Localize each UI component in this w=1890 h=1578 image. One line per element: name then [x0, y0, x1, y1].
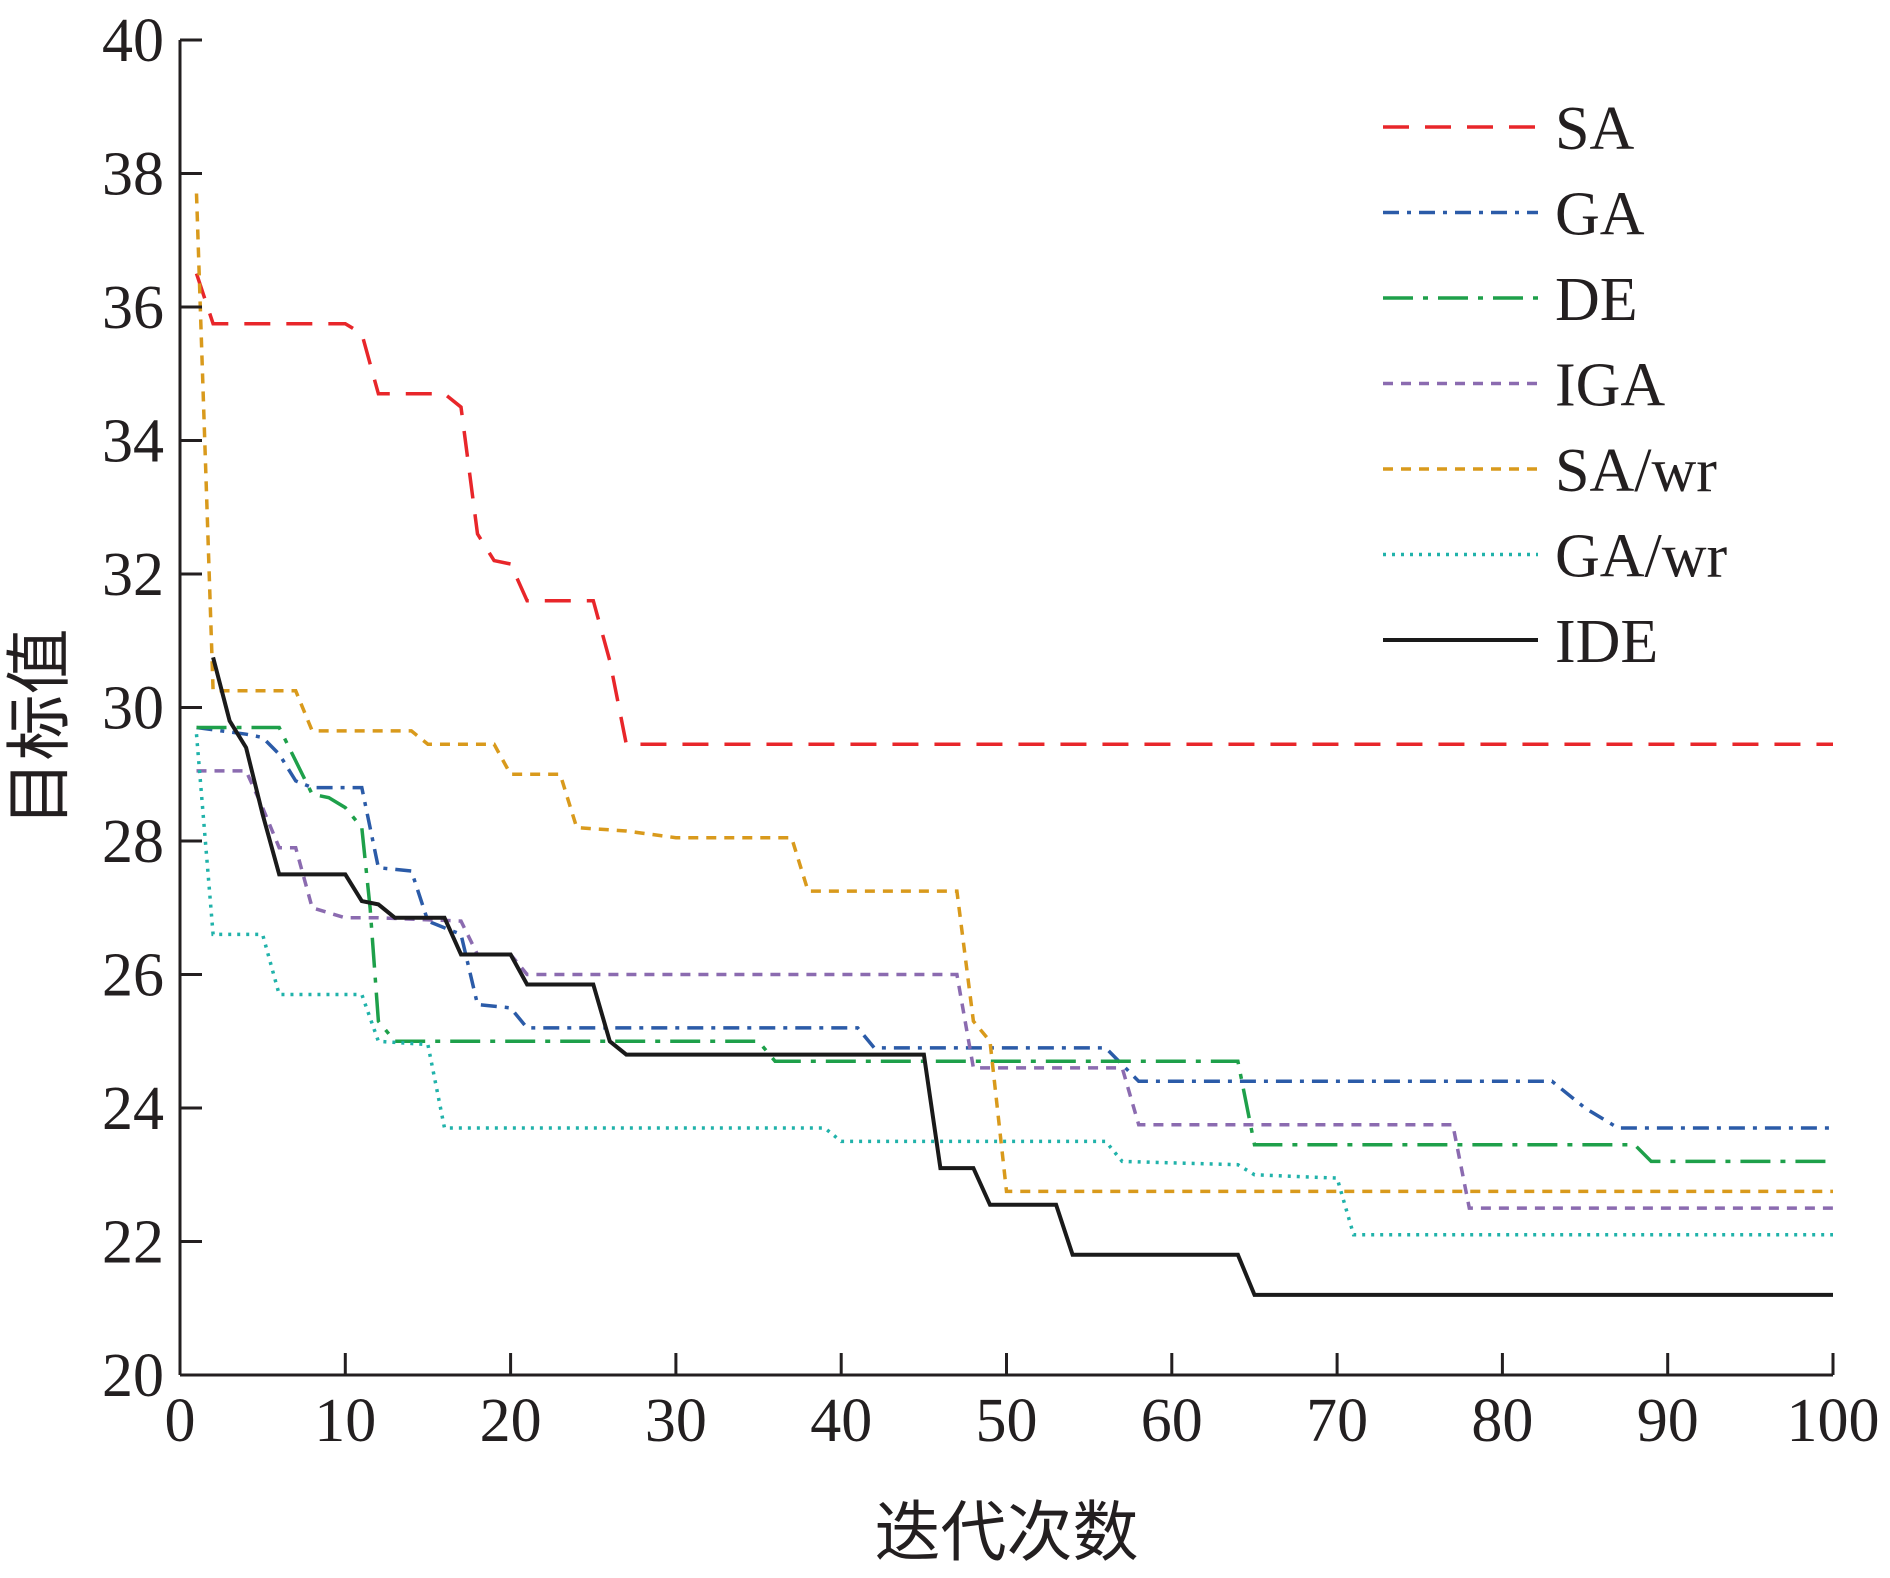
legend: SA GA DE IGA SA/wr GA/wr IDE: [1383, 95, 1728, 676]
y-tick-label: 22: [102, 1209, 164, 1277]
series-line-sa-wr: [194, 193, 1833, 1194]
plot-lines: [194, 193, 1833, 1297]
legend-label: SA: [1555, 95, 1634, 163]
y-tick-label: 34: [102, 408, 164, 476]
legend-label: IGA: [1555, 352, 1665, 420]
x-tick-label: 50: [976, 1387, 1038, 1455]
y-tick-label: 38: [102, 141, 164, 209]
x-tick-label: 10: [314, 1387, 376, 1455]
series-line-ga: [196, 725, 1833, 1130]
y-tick-label: 20: [102, 1342, 164, 1410]
y-tick-label: 30: [102, 675, 164, 743]
x-tick-label: 80: [1471, 1387, 1533, 1455]
y-tick-label: 32: [102, 541, 164, 609]
legend-label: IDE: [1555, 608, 1658, 676]
y-tick-label: 28: [102, 808, 164, 876]
series-line-ga-wr: [194, 734, 1833, 1237]
x-axis-title: 迭代次数: [875, 1494, 1139, 1571]
legend-label: SA/wr: [1555, 437, 1717, 505]
y-tick-label: 36: [102, 274, 164, 342]
series-line-de: [196, 725, 1833, 1164]
x-tick-label: 40: [810, 1387, 872, 1455]
series-line-ide: [211, 656, 1833, 1297]
y-tick-label: 26: [102, 942, 164, 1010]
legend-label: GA: [1555, 181, 1645, 249]
y-axis-ticks: 20 22 24 26 28 30 32 34 36 38 40: [102, 7, 202, 1410]
legend-label: GA/wr: [1555, 523, 1728, 591]
x-axis-ticks: 0 10 20 30 40 50 60 70 80 90 100: [165, 1353, 1880, 1455]
x-tick-label: 100: [1787, 1387, 1880, 1455]
x-tick-label: 30: [645, 1387, 707, 1455]
legend-label: DE: [1555, 266, 1638, 334]
x-tick-label: 90: [1637, 1387, 1699, 1455]
x-tick-label: 20: [480, 1387, 542, 1455]
x-tick-label: 70: [1306, 1387, 1368, 1455]
x-tick-label: 0: [165, 1387, 196, 1455]
x-tick-label: 60: [1141, 1387, 1203, 1455]
y-tick-label: 40: [102, 7, 164, 75]
y-tick-label: 24: [102, 1075, 164, 1143]
y-axis-title: 目标值: [1, 629, 78, 827]
